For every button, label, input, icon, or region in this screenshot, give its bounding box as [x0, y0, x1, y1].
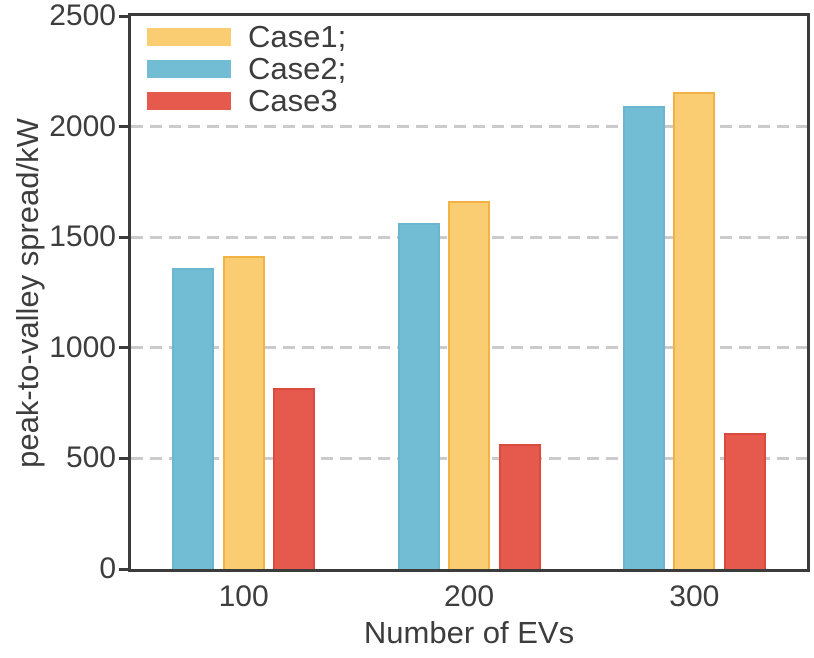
legend-swatch-case1 — [147, 28, 231, 46]
legend-label-case2: Case2; — [248, 51, 347, 86]
y-tick-mark-1500 — [119, 235, 128, 239]
bar-case1-100 — [222, 256, 265, 569]
y-tick-label-2500: 2500 — [49, 0, 116, 32]
bar-case3-300 — [723, 432, 766, 569]
bars-layer — [131, 16, 807, 569]
legend-swatch-case3 — [147, 92, 231, 110]
y-tick-label-1000: 1000 — [49, 330, 116, 364]
bar-case2-200 — [397, 222, 440, 569]
y-tick-label-1500: 1500 — [49, 220, 116, 254]
legend-item-case3: Case3 — [147, 85, 346, 117]
y-tick-mark-2500 — [119, 14, 128, 18]
legend: Case1; Case2; Case3 — [147, 21, 346, 117]
legend-item-case2: Case2; — [147, 53, 346, 85]
y-axis-title: peak-to-valley spread/kW — [10, 118, 45, 468]
x-tick-label-200: 200 — [443, 580, 495, 613]
gridline-2000 — [131, 125, 807, 129]
bar-case1-200 — [448, 200, 490, 569]
x-axis-title: Number of EVs — [363, 615, 575, 650]
y-tick-label-500: 500 — [65, 441, 116, 475]
y-tick-mark-1000 — [119, 346, 128, 350]
bar-case3-200 — [498, 444, 541, 569]
bar-case2-100 — [172, 268, 215, 569]
legend-swatch-case2 — [147, 60, 231, 78]
y-tick-label-0: 0 — [99, 552, 116, 585]
legend-item-case1: Case1; — [147, 21, 346, 53]
x-tick-label-100: 100 — [218, 580, 269, 613]
bar-case1-300 — [673, 92, 716, 569]
bar-case2-300 — [622, 105, 665, 569]
x-tick-label-300: 300 — [669, 580, 720, 613]
y-tick-label-2000: 2000 — [49, 109, 116, 143]
y-tick-mark-2000 — [119, 125, 128, 129]
y-tick-mark-0 — [119, 567, 128, 571]
legend-label-case1: Case1; — [248, 19, 347, 54]
legend-label-case3: Case3 — [248, 83, 338, 118]
bar-case3-100 — [273, 387, 316, 569]
y-tick-mark-500 — [119, 456, 128, 460]
plot-area: Case1; Case2; Case3 — [128, 13, 810, 572]
